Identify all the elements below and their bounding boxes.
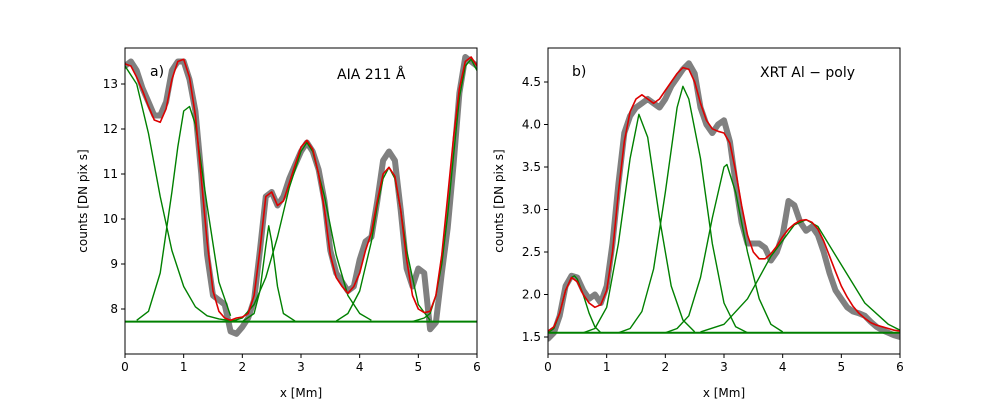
panel-a-component-2 (136, 105, 232, 321)
panel-a-label: a) (150, 64, 164, 80)
panel-b-fit-line (548, 66, 900, 332)
panel-a-frame (124, 47, 478, 355)
panel-a-y-tick-label: 8 (110, 302, 118, 316)
panel-b-y-tick-label: 4.5 (522, 75, 541, 89)
panel-b-x-tick-label: 3 (720, 360, 728, 374)
panel-a-y-tick-label: 9 (110, 257, 118, 271)
panel-a-y-tick-label: 12 (103, 122, 118, 136)
panel-b-x-tick-label: 0 (544, 360, 552, 374)
panel-b-y-tick-label: 2.5 (522, 245, 541, 259)
panel-a-y-ticks: 8 9 10 11 12 13 (103, 77, 125, 316)
panel-a-x-tick-label: 3 (297, 360, 305, 374)
panel-b-component-1 (548, 275, 602, 334)
panel-b-title: XRT Al − poly (760, 65, 855, 81)
panel-a-observed-line (125, 54, 477, 337)
panel-a-xlabel: x [Mm] (280, 386, 322, 400)
panel-a-component-1 (125, 65, 243, 323)
panel-b-component-4 (665, 163, 784, 334)
panel-b-y-tick-label: 1.5 (522, 330, 541, 344)
panel-b-y-ticks: 1.5 2.0 2.5 3.0 3.5 4.0 4.5 (522, 75, 548, 344)
panel-a-x-tick-label: 6 (473, 360, 481, 374)
panel-a-ylabel: counts [DN pix s] (76, 149, 90, 252)
panel-a-title: AIA 211 Å (337, 66, 406, 83)
panel-b-x-tick-label: 6 (896, 360, 904, 374)
panel-b-x-tick-label: 2 (662, 360, 670, 374)
panel-b-ylabel: counts [DN pix s] (492, 149, 506, 252)
panel-a-component-6 (412, 58, 477, 323)
panel-b: 0 1 2 3 4 5 6 1.5 2.0 2.5 3.0 3.5 4.0 4.5 b) XRT Al … (492, 47, 904, 400)
panel-a-y-tick-label: 11 (103, 167, 118, 181)
panel-b-x-tick-label: 5 (838, 360, 846, 374)
panel-a-marks (125, 54, 477, 337)
panel-b-xlabel: x [Mm] (703, 386, 745, 400)
panel-b-x-tick-label: 1 (603, 360, 611, 374)
panel-b-x-tick-label: 4 (779, 360, 787, 374)
panel-a-x-ticks: 0 1 2 3 4 5 6 (121, 354, 481, 374)
panel-a-x-tick-label: 4 (356, 360, 364, 374)
panel-a-x-tick-label: 0 (121, 360, 129, 374)
panel-b-y-tick-label: 2.0 (522, 288, 541, 302)
panel-a-component-5 (335, 166, 431, 322)
panel-b-y-tick-label: 3.5 (522, 160, 541, 174)
panel-a-x-tick-label: 5 (415, 360, 423, 374)
panel-a-component-4 (230, 141, 372, 323)
panel-b-label: b) (572, 64, 586, 80)
panel-a-y-tick-label: 13 (103, 77, 118, 91)
panel-b-component-2 (582, 113, 696, 334)
panel-a-x-tick-label: 1 (180, 360, 188, 374)
panel-b-x-ticks: 0 1 2 3 4 5 6 (544, 354, 904, 374)
panel-b-marks (548, 60, 900, 342)
panel-b-component-3 (618, 85, 748, 334)
panel-b-y-tick-label: 4.0 (522, 118, 541, 132)
panel-b-y-tick-label: 3.0 (522, 203, 541, 217)
panel-a-component-3 (241, 225, 296, 323)
panel-a-x-tick-label: 2 (239, 360, 247, 374)
panel-a-y-tick-label: 10 (103, 212, 118, 226)
panel-a-fit-line (125, 56, 477, 322)
